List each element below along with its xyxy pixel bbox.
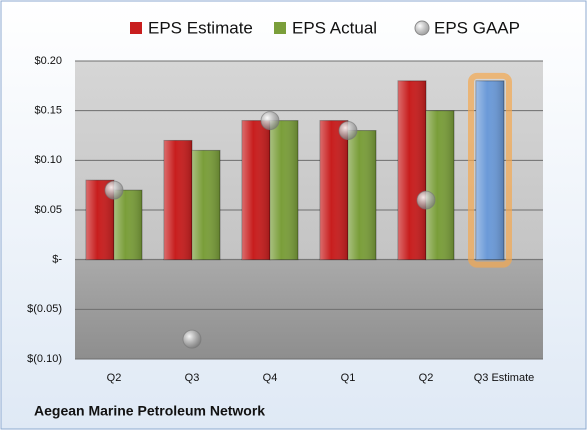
legend-label: EPS Actual: [292, 18, 377, 37]
legend-label: EPS Estimate: [148, 18, 253, 37]
bar-shine: [114, 190, 142, 260]
y-tick-label: $0.15: [34, 105, 62, 117]
bar-shine: [426, 110, 454, 260]
bar-shine: [242, 120, 270, 260]
x-tick-label: Q3: [185, 372, 200, 384]
y-tick-label: $-: [52, 254, 62, 266]
gaap-marker: [338, 121, 358, 141]
gaap-marker: [182, 329, 202, 349]
gaap-marker: [104, 180, 124, 200]
y-tick-label: $0.20: [34, 55, 62, 67]
y-tick-label: $0.10: [34, 154, 62, 166]
bar-shine: [476, 80, 504, 260]
bar-shine: [348, 130, 376, 260]
gaap-marker: [260, 111, 280, 131]
x-tick-label: Q2: [419, 372, 434, 384]
bar-shine: [270, 120, 298, 260]
bar-glow: [468, 72, 512, 268]
legend-marker: [274, 22, 286, 34]
legend-label: EPS GAAP: [434, 18, 520, 37]
gaap-marker: [416, 190, 436, 210]
x-tick-label: Q3 Estimate: [474, 372, 535, 384]
legend-marker: [414, 20, 430, 36]
x-tick-label: Q4: [263, 372, 278, 384]
bar-shine: [164, 140, 192, 260]
y-tick-label: $0.05: [34, 204, 62, 216]
y-tick-label: $(0.05): [27, 303, 62, 315]
bar-shine: [192, 150, 220, 260]
footer: Aegean Marine Petroleum Network: [34, 403, 265, 419]
x-tick-label: Q2: [107, 372, 122, 384]
x-tick-label: Q1: [341, 372, 356, 384]
bar-shine: [320, 120, 348, 260]
legend-marker: [130, 22, 142, 34]
bar-shine: [398, 80, 426, 260]
y-tick-label: $(0.10): [27, 353, 62, 365]
